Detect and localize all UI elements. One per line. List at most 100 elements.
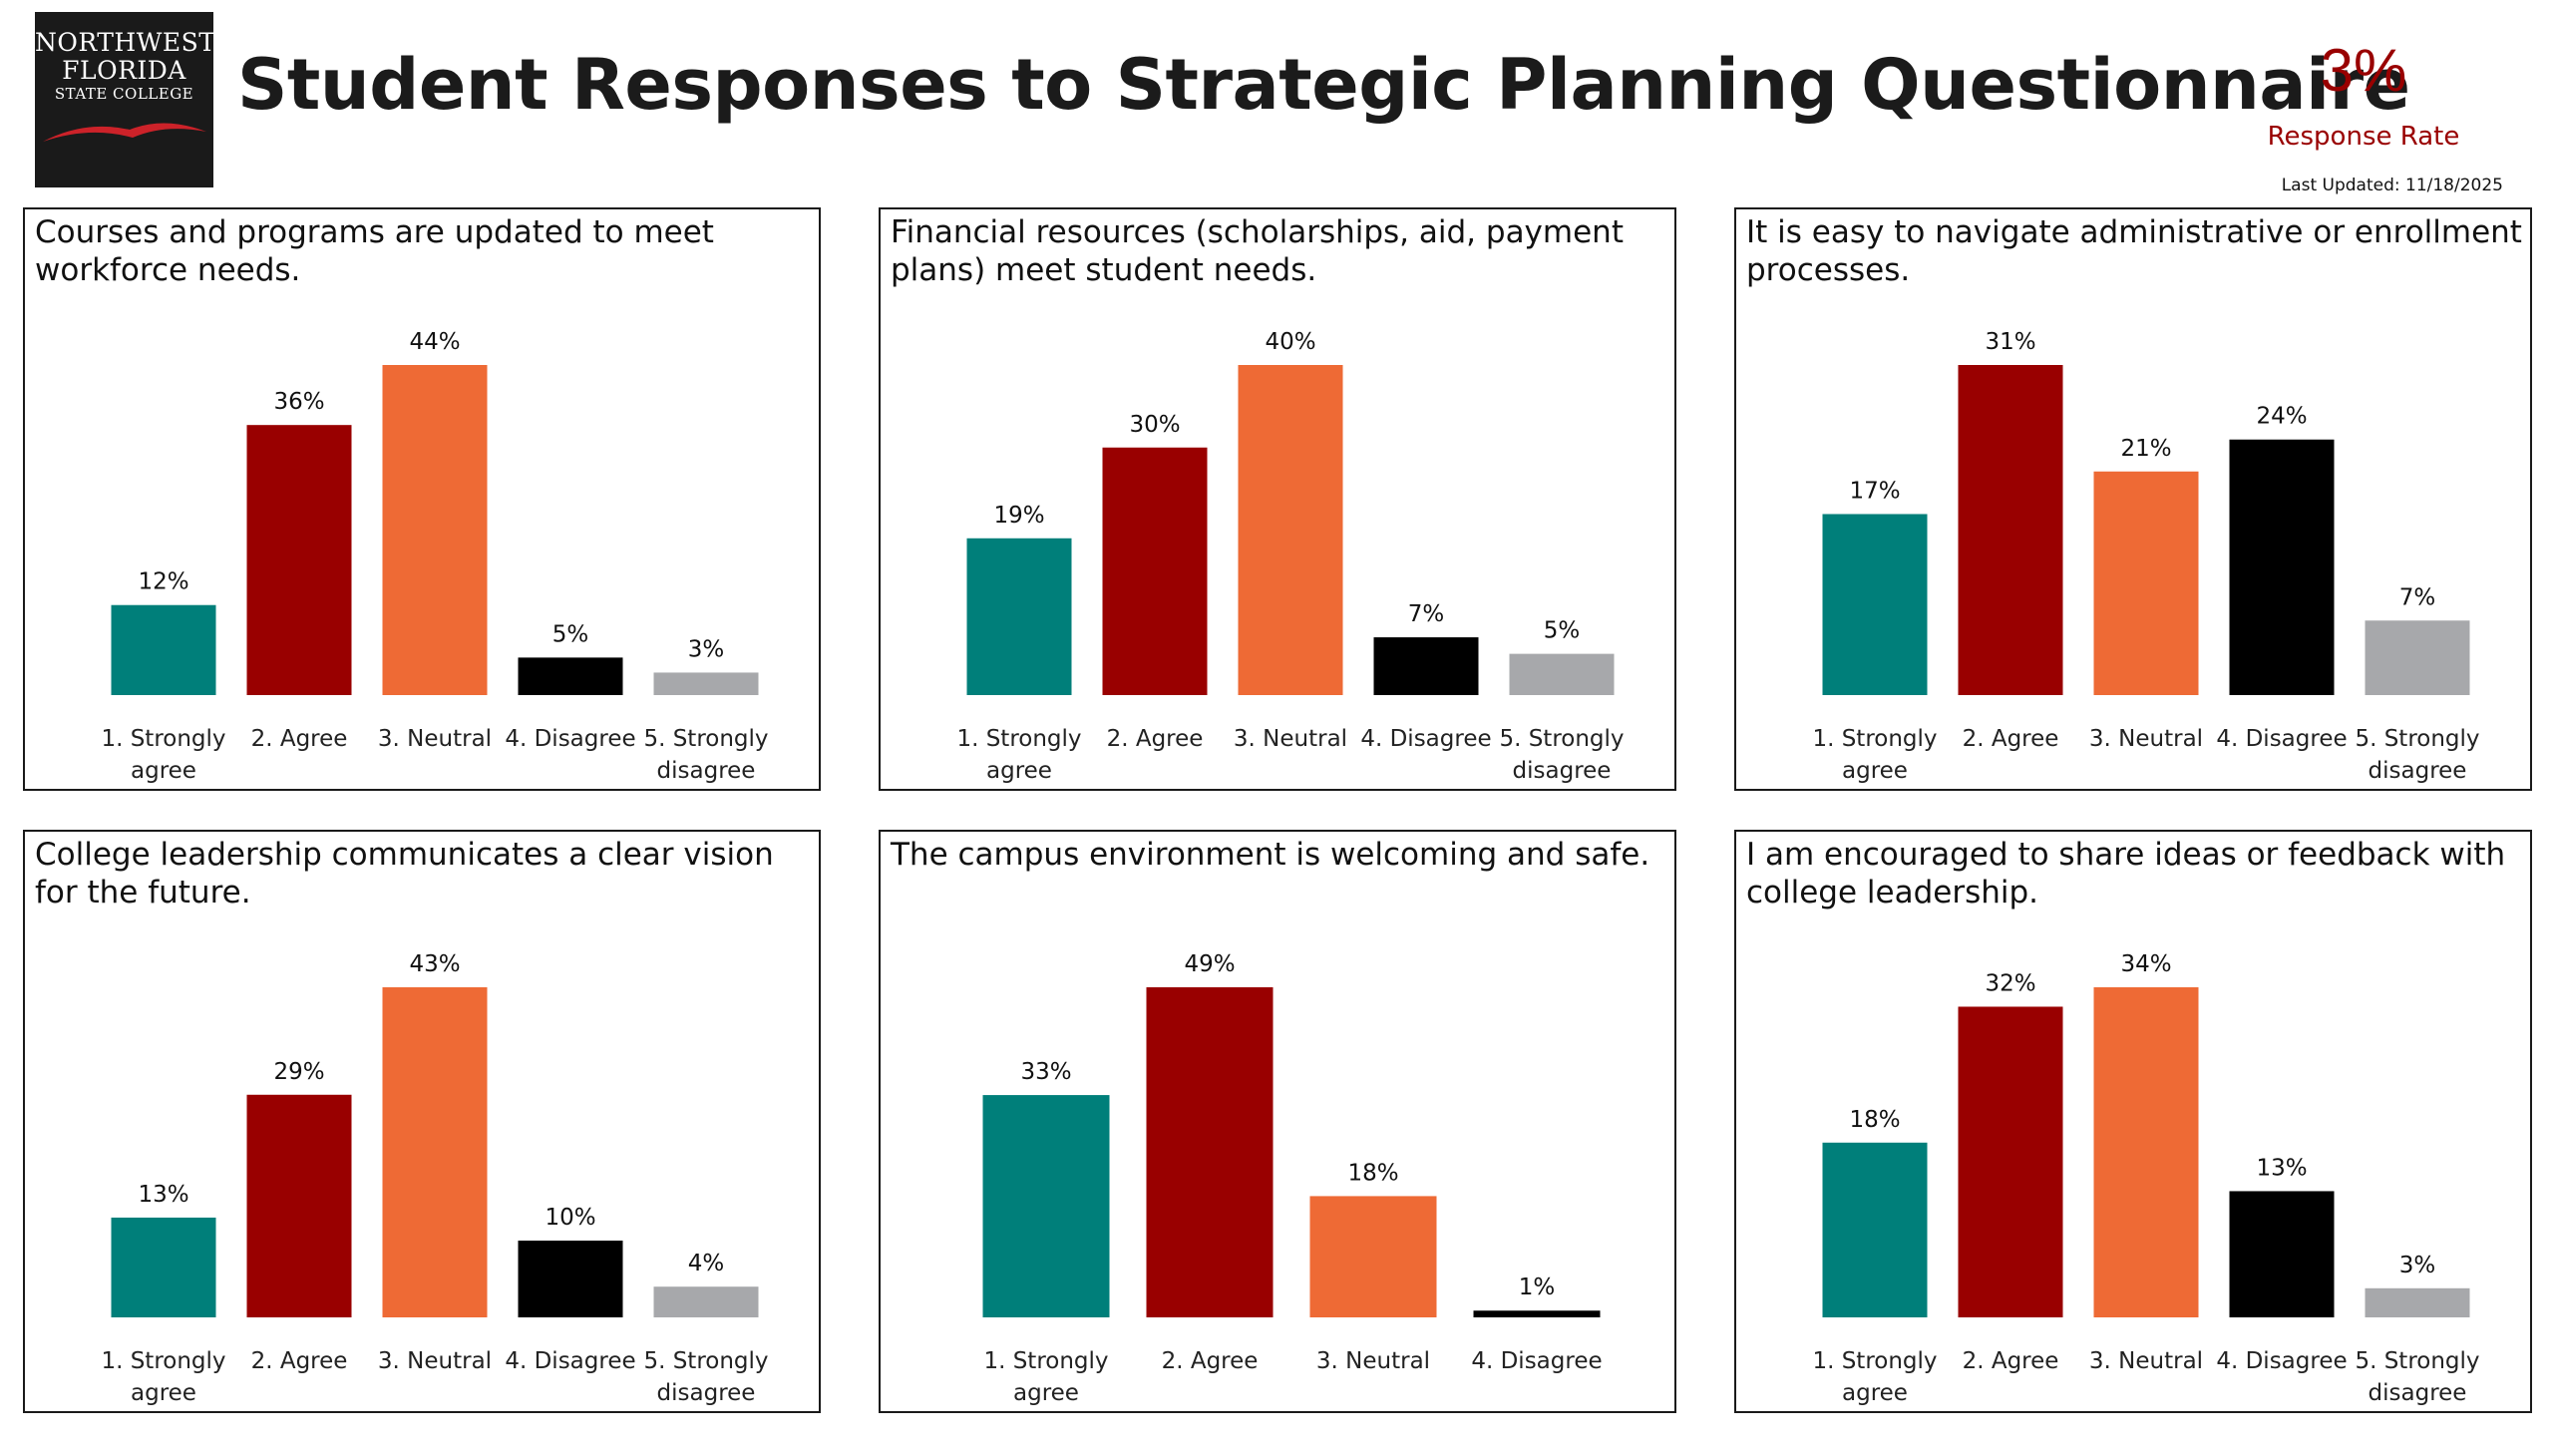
chart-panel-financial: Financial resources (scholarships, aid, … — [879, 207, 1676, 791]
response-rate-label: Response Rate — [2267, 122, 2460, 152]
category-label-2: 2. Agree — [1162, 1348, 1259, 1374]
category-label-2: 2. Agree — [1963, 726, 2059, 752]
bar-4 — [518, 1241, 623, 1317]
category-label-3: 3. Neutral — [378, 726, 492, 752]
data-label-2: 36% — [273, 389, 324, 415]
category-label-2: 2. Agree — [1963, 1348, 2059, 1374]
bar-2 — [1146, 987, 1274, 1317]
category-label-3: 3. Neutral — [1234, 726, 1347, 752]
bar-4 — [1473, 1310, 1601, 1317]
bar-1 — [1822, 1142, 1928, 1317]
bar-3 — [382, 987, 488, 1317]
category-label-2: 2. Agree — [1107, 726, 1204, 752]
bar-5 — [653, 672, 759, 695]
bar-2 — [1958, 1006, 2063, 1317]
data-label-5: 5% — [1544, 618, 1581, 644]
chart-panel-navigation: It is easy to navigate administrative or… — [1734, 207, 2532, 791]
bar-4 — [2229, 1191, 2335, 1317]
question-title: The campus environment is welcoming and … — [891, 837, 1650, 873]
chart-panel-workforce: Courses and programs are updated to meet… — [23, 207, 821, 791]
data-label-3: 40% — [1265, 329, 1315, 355]
data-label-1: 18% — [1849, 1107, 1900, 1133]
category-label-3: 3. Neutral — [2089, 726, 2203, 752]
category-label-5: 5. Strongly disagree — [2355, 726, 2479, 784]
bar-1 — [111, 1217, 216, 1317]
bar-chart-workforce: 12% 1. Strongly agree 36% 2. Agree 44% 3. Neut… — [101, 329, 768, 784]
data-label-2: 29% — [273, 1059, 324, 1085]
category-label-5: 5. Strongly disagree — [643, 1348, 768, 1406]
logo-text-northwest: NORTHWEST — [35, 28, 216, 57]
category-label-2: 2. Agree — [251, 726, 348, 752]
bar-3 — [1238, 365, 1343, 695]
logo-text-state-college: STATE COLLEGE — [54, 85, 194, 103]
bar-chart-financial: 19% 1. Strongly agree 30% 2. Agree 40% 3. Neut… — [956, 329, 1624, 784]
bar-3 — [1309, 1196, 1437, 1317]
question-title: I am encouraged to share ideas or feedba… — [1746, 837, 2506, 910]
data-label-2: 32% — [1985, 970, 2035, 996]
question-title: Courses and programs are updated to meet… — [35, 214, 714, 288]
bar-chart-feedback: 18% 1. Strongly agree 32% 2. Agree 34% 3. Neut… — [1812, 951, 2479, 1406]
bar-5 — [653, 1286, 759, 1317]
response-rate-value: 3% — [2320, 37, 2407, 104]
bar-chart-navigation: 17% 1. Strongly agree 31% 2. Agree 21% 3. Neut… — [1812, 329, 2479, 784]
category-label-1: 1. Strongly agree — [101, 726, 225, 784]
bar-3 — [382, 365, 488, 695]
data-label-4: 1% — [1519, 1274, 1556, 1300]
data-label-2: 30% — [1129, 412, 1180, 438]
college-logo: NORTHWEST FLORIDA STATE COLLEGE — [35, 12, 216, 187]
question-title: Financial resources (scholarships, aid, … — [891, 214, 1624, 288]
logo-text-florida: FLORIDA — [62, 56, 186, 85]
category-label-2: 2. Agree — [251, 1348, 348, 1374]
data-label-1: 19% — [993, 503, 1044, 529]
category-label-4: 4. Disagree — [505, 1348, 635, 1374]
bar-5 — [2365, 620, 2470, 695]
bar-2 — [1958, 365, 2063, 695]
data-label-5: 3% — [2399, 1253, 2436, 1278]
bar-1 — [982, 1095, 1110, 1317]
data-label-5: 4% — [688, 1251, 725, 1276]
data-label-4: 5% — [552, 621, 589, 647]
data-label-3: 18% — [1347, 1160, 1398, 1186]
bar-3 — [2093, 987, 2199, 1317]
data-label-1: 12% — [138, 569, 188, 595]
bar-1 — [1822, 514, 1928, 695]
last-updated-text: Last Updated: 11/18/2025 — [2281, 176, 2503, 195]
bar-2 — [246, 1094, 352, 1317]
data-label-3: 43% — [409, 951, 460, 977]
bar-2 — [246, 425, 352, 695]
category-label-4: 4. Disagree — [505, 726, 635, 752]
category-label-1: 1. Strongly agree — [1812, 726, 1937, 784]
data-label-1: 33% — [1020, 1059, 1071, 1085]
data-label-4: 10% — [545, 1205, 595, 1231]
bar-chart-campus-environment: 33% 1. Strongly agree 49% 2. Agree 18% 3. Neut… — [982, 951, 1603, 1406]
bar-1 — [966, 538, 1072, 695]
bar-4 — [518, 657, 623, 695]
category-label-1: 1. Strongly agree — [956, 726, 1081, 784]
category-label-1: 1. Strongly agree — [983, 1348, 1108, 1406]
data-label-5: 7% — [2399, 584, 2436, 610]
category-label-1: 1. Strongly agree — [101, 1348, 225, 1406]
bar-4 — [2229, 439, 2335, 695]
data-label-3: 21% — [2120, 436, 2171, 462]
data-label-4: 13% — [2256, 1155, 2307, 1181]
category-label-4: 4. Disagree — [1360, 726, 1491, 752]
chart-panel-leadership-vision: College leadership communicates a clear … — [23, 830, 821, 1413]
bar-2 — [1102, 447, 1208, 695]
bar-4 — [1373, 637, 1479, 695]
category-label-4: 4. Disagree — [1471, 1348, 1602, 1374]
page-title: Student Responses to Strategic Planning … — [237, 44, 2410, 126]
question-title: It is easy to navigate administrative or… — [1746, 214, 2522, 288]
data-label-2: 49% — [1184, 951, 1235, 977]
chart-panel-feedback: I am encouraged to share ideas or feedba… — [1734, 830, 2532, 1413]
category-label-1: 1. Strongly agree — [1812, 1348, 1937, 1406]
data-label-4: 7% — [1408, 601, 1445, 627]
category-label-5: 5. Strongly disagree — [643, 726, 768, 784]
category-label-5: 5. Strongly disagree — [2355, 1348, 2479, 1406]
chart-panel-campus-environment: The campus environment is welcoming and … — [879, 830, 1676, 1413]
category-label-3: 3. Neutral — [378, 1348, 492, 1374]
data-label-3: 44% — [409, 329, 460, 355]
bar-5 — [2365, 1287, 2470, 1317]
bar-1 — [111, 604, 216, 695]
data-label-1: 13% — [138, 1182, 188, 1208]
question-title: College leadership communicates a clear … — [35, 837, 774, 910]
